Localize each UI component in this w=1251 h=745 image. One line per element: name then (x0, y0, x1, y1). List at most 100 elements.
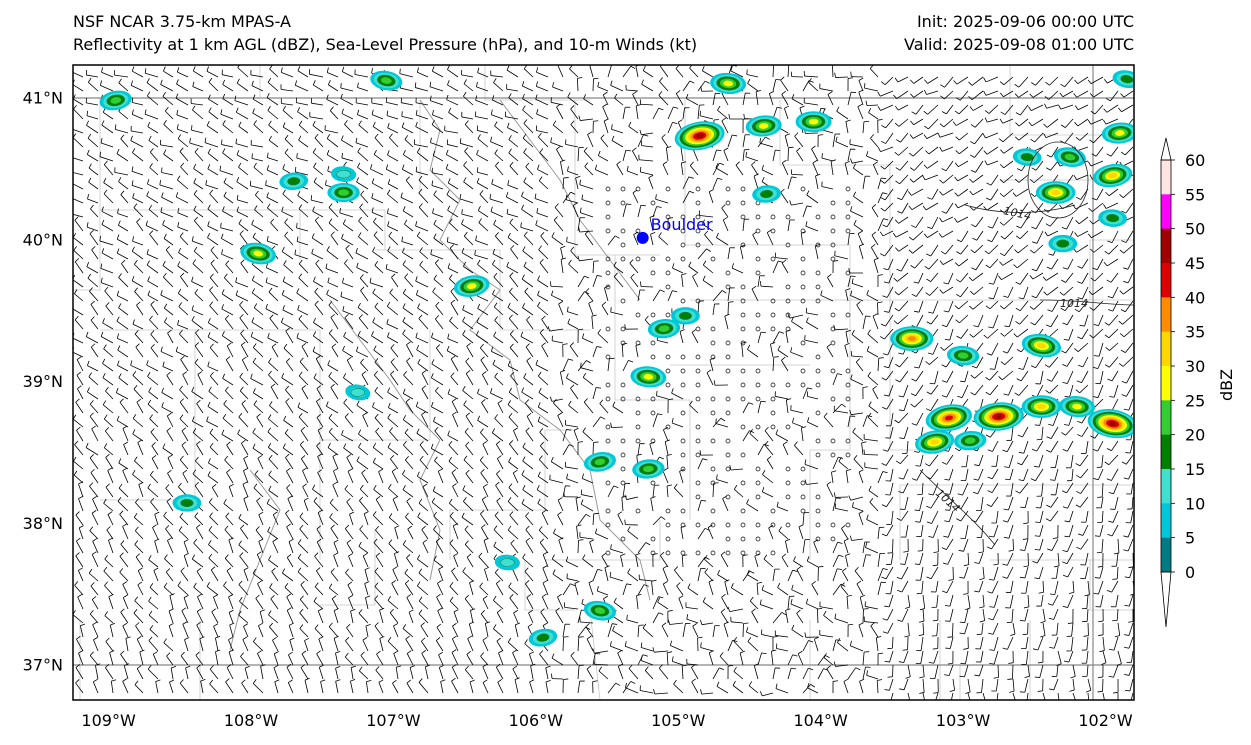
wind-barb (741, 343, 744, 358)
wind-barb (163, 276, 174, 288)
wind-barb (689, 404, 699, 414)
wind-barb (820, 294, 834, 302)
wind-barb (570, 108, 579, 120)
wind-barb-flag (373, 217, 377, 223)
wind-barb (431, 501, 444, 512)
wind-barb-flag (1061, 279, 1066, 283)
wind-barb-flag (358, 120, 362, 126)
wind-barb (807, 421, 819, 428)
wind-barb-flag (1119, 249, 1124, 254)
wind-barb (847, 148, 851, 162)
wind-barb (1111, 230, 1119, 243)
wind-barb (640, 286, 654, 288)
wind-barb (1110, 90, 1119, 102)
wind-barb-flag (781, 90, 786, 95)
wind-barb-flag (602, 103, 608, 108)
wind-barb (576, 78, 579, 92)
wind-barb-flag (540, 232, 545, 237)
wind-barb (120, 138, 129, 148)
wind-barb (845, 290, 849, 302)
wind-barb-flag (702, 260, 707, 266)
wind-barb (1077, 104, 1089, 111)
wind-barb (1003, 216, 1014, 226)
wind-barb (433, 515, 444, 526)
wind-barb-flag (447, 80, 450, 86)
wind-barb (75, 514, 84, 526)
wind-barb-flag (418, 203, 423, 208)
wind-barb (1049, 76, 1059, 86)
wind-barb-flag (1042, 276, 1047, 281)
wind-barb (1036, 258, 1044, 272)
wind-barb (742, 134, 746, 148)
wind-barb-flag (477, 388, 480, 394)
wind-barb-flag (490, 388, 493, 394)
wind-barb-flag (448, 498, 453, 504)
wind-barb-flag (86, 120, 89, 126)
wind-barb (1006, 440, 1014, 452)
wind-barb-flag (702, 458, 708, 461)
wind-barb-flag (70, 152, 71, 157)
wind-barb-flag (1064, 535, 1070, 538)
wind-barb (402, 264, 414, 274)
wind-barb (101, 71, 114, 78)
calm-wind-marker (815, 382, 821, 388)
wind-barb-flag (447, 65, 451, 70)
wind-barb-flag (881, 140, 886, 144)
wind-barb-flag (1075, 504, 1081, 508)
calm-wind-marker (725, 438, 731, 444)
wind-barb-flag (225, 260, 230, 265)
wind-barb (103, 502, 114, 512)
wind-barb (225, 516, 234, 526)
wind-barb-flag (883, 281, 889, 284)
wind-barb-flag (1087, 233, 1092, 238)
wind-barb-flag (403, 440, 407, 446)
wind-barb (459, 198, 474, 204)
wind-barb (831, 65, 834, 78)
wind-barb-flag (356, 456, 360, 462)
wind-barb-flag (87, 273, 91, 279)
wind-barb-flag (238, 162, 242, 168)
wind-barb (387, 306, 399, 316)
wind-barb (903, 384, 909, 398)
wind-barb-flag (209, 512, 213, 517)
wind-barb (869, 68, 879, 78)
wind-barb-flag (167, 469, 172, 474)
wind-barb (857, 233, 864, 246)
wind-barb (386, 115, 399, 120)
wind-barb-flag (915, 521, 921, 523)
wind-barb-flag (147, 179, 150, 185)
wind-barb-flag (521, 81, 525, 87)
wind-barb-flag (780, 76, 785, 81)
wind-barb-flag (478, 218, 482, 223)
wind-barb (1065, 426, 1074, 436)
wind-barb (1004, 104, 1014, 115)
wind-barb (1078, 300, 1089, 313)
wind-barb-flag (833, 260, 839, 262)
wind-barb-flag (107, 467, 113, 471)
calm-wind-marker (725, 200, 731, 206)
wind-barb (787, 219, 791, 232)
wind-barb-flag (1107, 378, 1113, 382)
wind-barb-flag (432, 486, 436, 492)
wind-barb (224, 529, 234, 540)
wind-barb (133, 207, 144, 218)
wind-barb (1108, 328, 1119, 339)
wind-barb (358, 433, 369, 442)
wind-barb (179, 516, 189, 526)
wind-barb-flag (104, 286, 109, 292)
wind-barb-flag (923, 233, 928, 238)
wind-barb-flag (447, 178, 451, 184)
wind-barb-flag (656, 206, 662, 208)
wind-barb (90, 304, 99, 316)
wind-barb (821, 157, 834, 162)
wind-barb-flag (87, 133, 92, 139)
wind-barb-flag (273, 511, 278, 515)
wind-barb (971, 76, 984, 86)
wind-barb (641, 83, 654, 92)
wind-barb-flag (405, 398, 411, 403)
wind-barb-flag (872, 385, 877, 390)
wind-barb-flag (301, 342, 307, 347)
wind-barb (567, 170, 579, 176)
wind-barb (480, 359, 489, 372)
wind-barb-flag (1079, 324, 1085, 327)
